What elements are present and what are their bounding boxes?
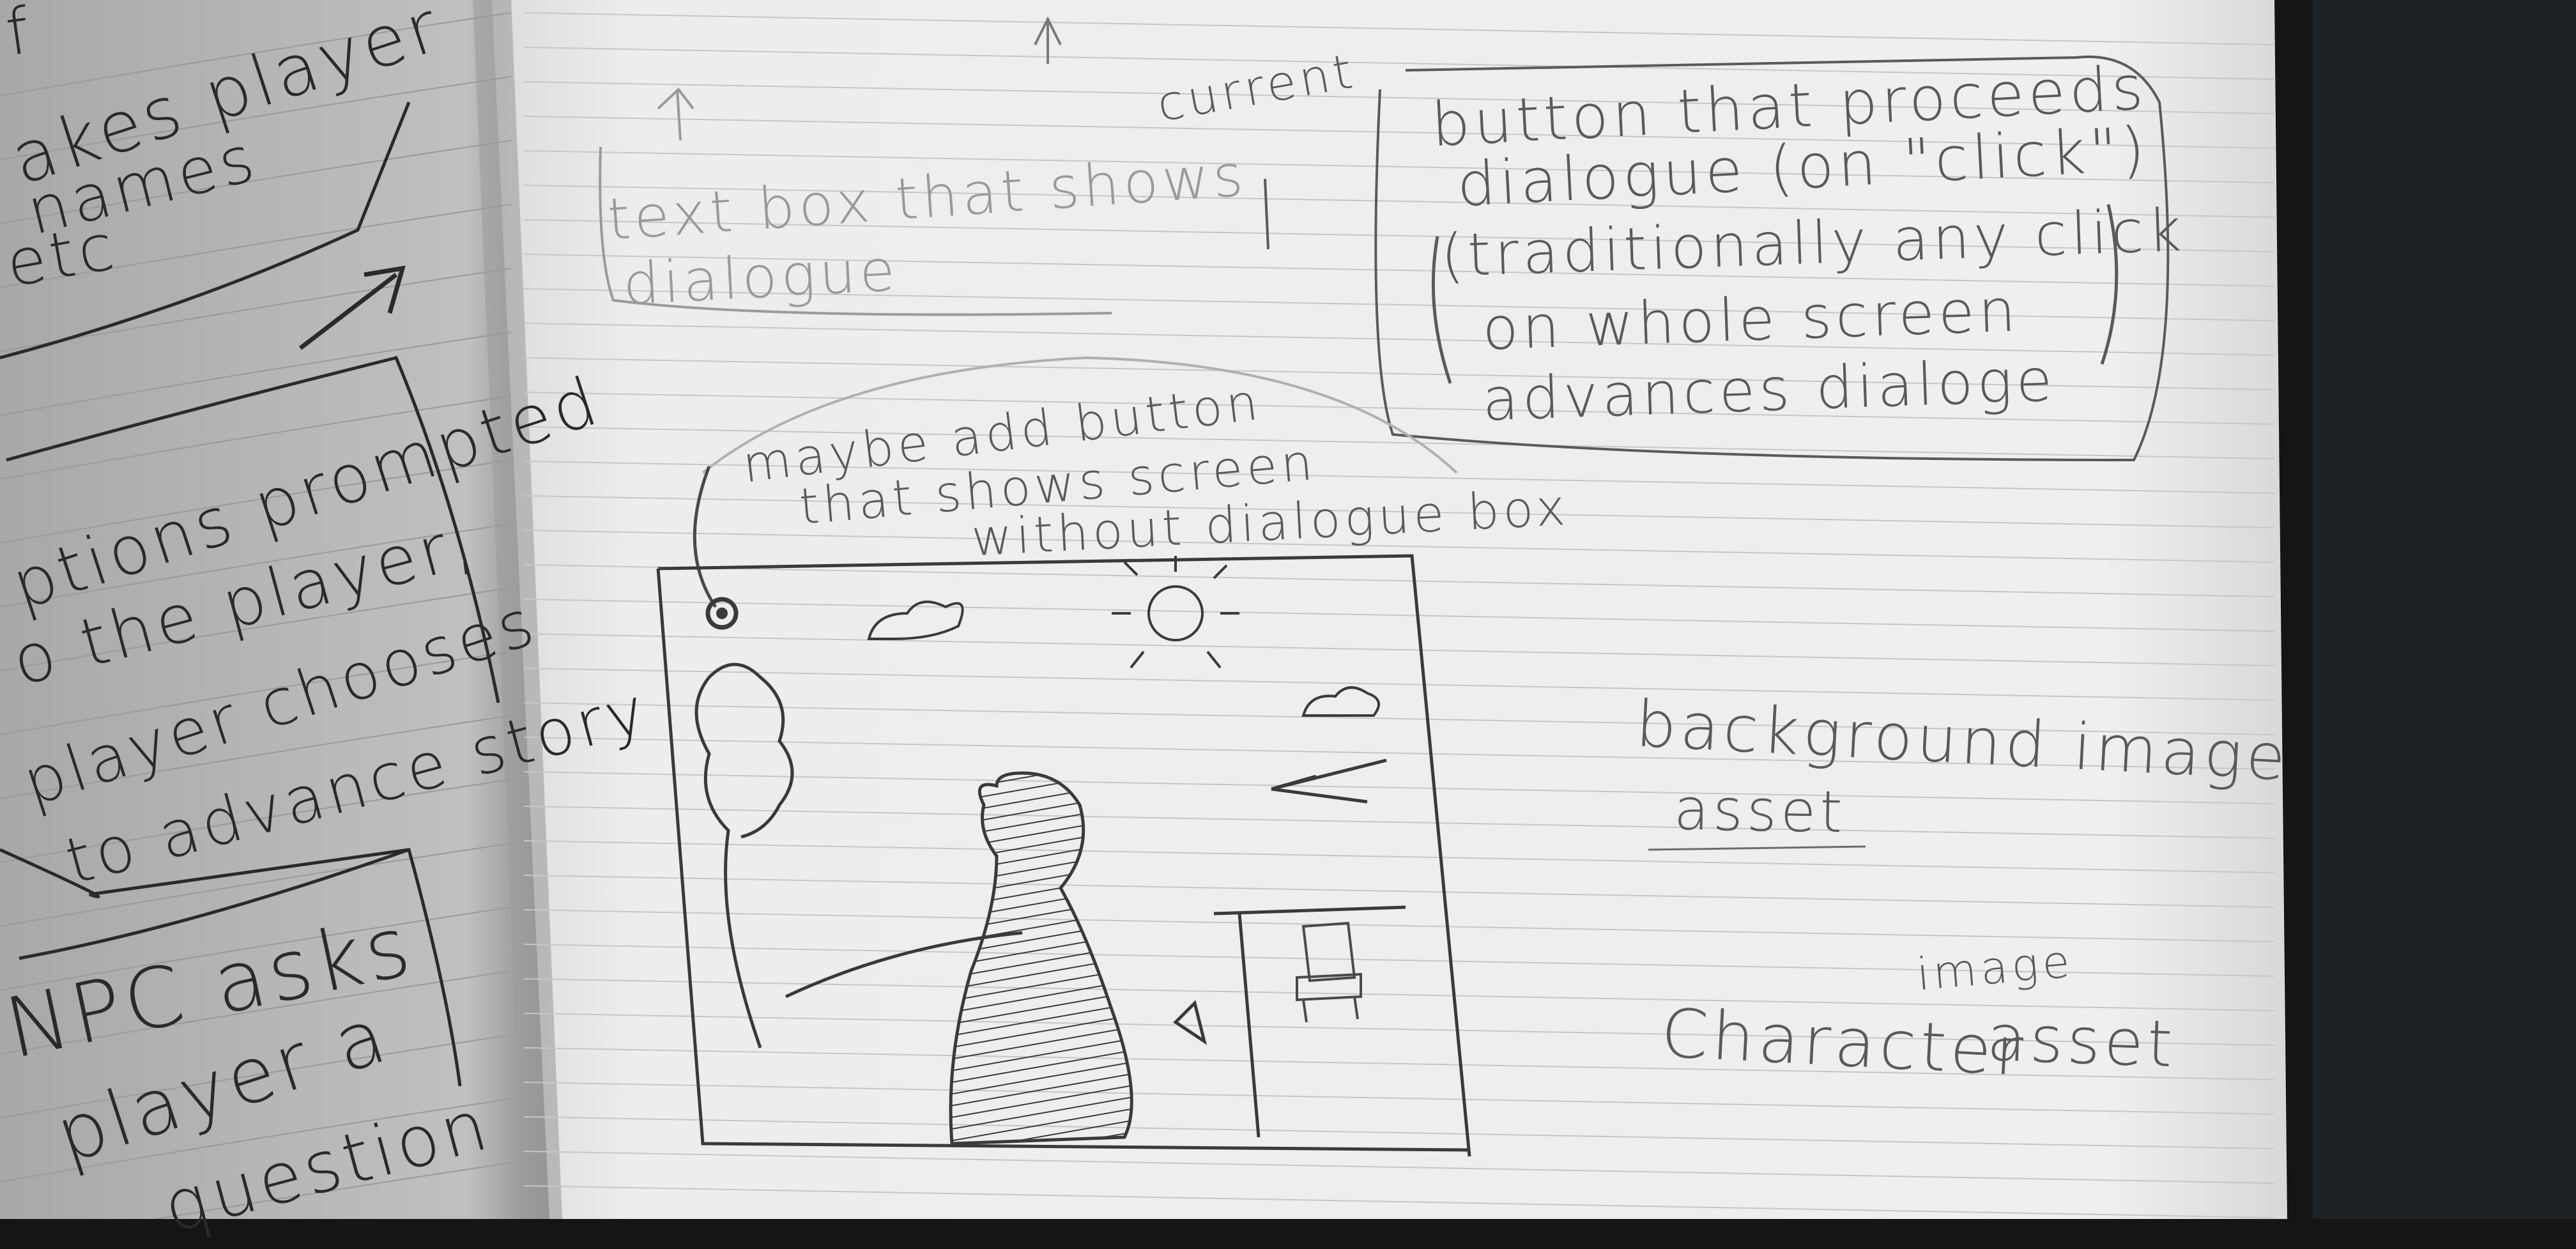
left-page-lines — [0, 12, 512, 1219]
character-silhouette — [949, 771, 1133, 1146]
screen-frame-top-right — [657, 554, 1471, 1157]
character-label: Character — [1659, 994, 2029, 1091]
tree-sketch — [694, 663, 794, 1048]
left-note-box-2 — [6, 356, 500, 703]
screen-frame-left-bottom — [656, 568, 1470, 1152]
rule-line — [0, 970, 512, 1055]
game-screen-sketch — [656, 554, 1471, 1157]
rule-line — [523, 81, 2275, 114]
proceed-note-box — [1374, 55, 2170, 462]
bg-label-underline — [1648, 845, 1866, 851]
rule-line — [523, 426, 2275, 459]
rule-line — [523, 909, 2275, 942]
rule-line — [0, 204, 512, 288]
dialogue-box-outline — [599, 146, 1112, 316]
arrow-icon — [298, 265, 406, 350]
rule-line — [0, 779, 512, 863]
rule-line — [523, 323, 2275, 356]
notebook-photo — [0, 0, 2576, 1219]
dark-background — [2313, 0, 2576, 1219]
rule-line — [523, 1047, 2275, 1080]
rule-line — [523, 806, 2275, 839]
rule-line — [523, 47, 2275, 80]
cursor-icon — [1173, 1000, 1207, 1045]
dialogue-box-label-line2: dialogue — [621, 236, 901, 319]
hide-dialogue-button-icon — [705, 597, 739, 630]
rule-line — [523, 1151, 2275, 1184]
rule-line — [523, 219, 2275, 252]
cloud-icon-2 — [1301, 686, 1380, 717]
rule-line — [523, 875, 2275, 908]
up-arrow-icon — [657, 88, 694, 141]
rule-line — [0, 1098, 512, 1183]
rule-line — [523, 668, 2275, 701]
rule-line — [0, 332, 512, 416]
rule-line — [523, 1116, 2275, 1149]
rule-line — [523, 771, 2275, 804]
background-arrow-icon — [1271, 758, 1387, 804]
rule-line — [0, 395, 512, 480]
page-gutter — [473, 0, 562, 1219]
down-arrow-icon — [1034, 16, 1062, 64]
image-label: image — [1914, 935, 2076, 1001]
sun-icon — [1112, 556, 1239, 669]
rule-line — [523, 944, 2275, 977]
wall-line — [1213, 905, 1406, 916]
rule-line — [153, 1162, 512, 1219]
paren-right — [2100, 204, 2119, 365]
left-note-box-1 — [0, 102, 411, 360]
hide-dialogue-button-dot — [716, 608, 728, 619]
rule-line — [523, 254, 2275, 287]
rule-line — [0, 76, 512, 160]
rule-line — [0, 587, 512, 671]
rule-line — [523, 288, 2275, 321]
rule-line — [0, 12, 512, 96]
rule-line — [523, 1013, 2275, 1046]
rule-line — [523, 564, 2275, 597]
left-page — [0, 0, 549, 1219]
right-page-lines — [523, 12, 2275, 1218]
rule-line — [523, 599, 2275, 632]
rule-line — [0, 1034, 512, 1119]
rule-line — [523, 116, 2275, 149]
rule-line — [523, 633, 2275, 666]
wall-corner-line — [1238, 913, 1261, 1138]
rule-line — [0, 651, 512, 735]
rule-line — [0, 523, 512, 608]
rule-line — [523, 495, 2275, 528]
left-note-etc: etc — [1, 208, 123, 302]
rule-line — [523, 357, 2275, 390]
background-label-line2: asset — [1673, 776, 1847, 847]
chair-sketch — [1296, 921, 1362, 1023]
right-page — [492, 0, 2287, 1219]
rule-line — [0, 843, 512, 927]
proceed-note-line4: on whole screen — [1481, 276, 2021, 364]
rule-line — [523, 461, 2275, 494]
left-note-box-4 — [19, 848, 410, 960]
cloud-icon — [867, 601, 964, 640]
rule-line — [523, 1082, 2275, 1115]
asset-label: asset — [1986, 1000, 2178, 1082]
rule-line — [0, 715, 512, 799]
paren-left — [1431, 236, 1452, 384]
rule-line — [523, 12, 2275, 45]
rule-line — [0, 140, 512, 224]
rule-line — [0, 268, 512, 352]
rule-line — [0, 907, 512, 991]
left-note-box-3 — [0, 848, 462, 1087]
rule-line — [523, 1185, 2275, 1218]
rule-line — [523, 150, 2275, 183]
current-marker — [1264, 178, 1269, 250]
rule-line — [523, 702, 2275, 735]
hide-note-outline — [702, 356, 1458, 474]
rule-line — [523, 737, 2275, 770]
rule-line — [523, 185, 2275, 218]
rule-line — [523, 392, 2275, 425]
pointer-line — [693, 466, 717, 608]
rule-line — [523, 530, 2275, 563]
rule-line — [523, 840, 2275, 873]
